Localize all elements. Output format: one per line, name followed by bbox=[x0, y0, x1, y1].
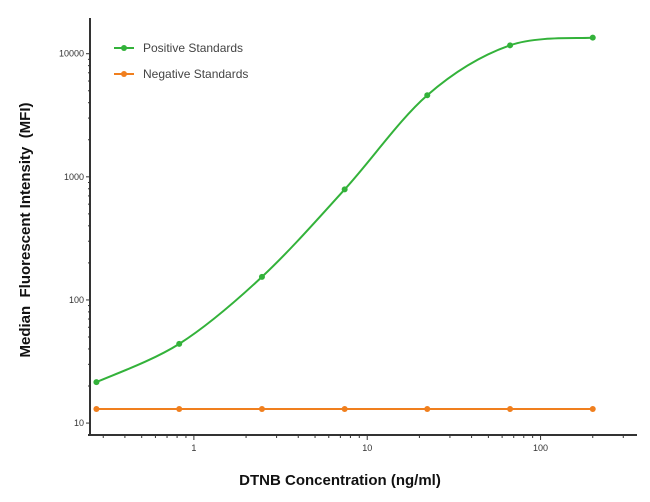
y-axis-label: Median Fluorescent Intensity (MFI) bbox=[17, 102, 34, 357]
data-point-positive bbox=[176, 340, 183, 347]
data-point-negative bbox=[424, 406, 431, 413]
y-tick-label: 1000 bbox=[64, 172, 84, 182]
series-layer bbox=[93, 34, 596, 413]
legend-dot-positive bbox=[121, 45, 127, 51]
data-point-positive bbox=[93, 379, 100, 386]
data-point-negative bbox=[93, 406, 100, 413]
legend-dot-negative bbox=[121, 71, 127, 77]
data-point-positive bbox=[341, 186, 348, 193]
y-tick-label: 100 bbox=[69, 295, 84, 305]
data-point-negative bbox=[258, 406, 265, 413]
y-tick-label: 10 bbox=[74, 418, 84, 428]
axes: 10 100 1000 10000 1 10 100 bbox=[59, 18, 637, 453]
legend-label-positive: Positive Standards bbox=[143, 41, 243, 55]
data-point-negative bbox=[589, 406, 596, 413]
x-tick-label: 1 bbox=[191, 443, 196, 453]
data-point-negative bbox=[341, 406, 348, 413]
x-tick-label: 10 bbox=[362, 443, 372, 453]
x-tick-label: 100 bbox=[533, 443, 548, 453]
series-line-positive bbox=[96, 36, 593, 384]
data-point-positive bbox=[507, 42, 514, 49]
data-point-positive bbox=[258, 273, 265, 280]
legend: Positive Standards Negative Standards bbox=[114, 41, 248, 81]
data-point-positive bbox=[589, 34, 596, 41]
x-axis-label: DTNB Concentration (ng/ml) bbox=[239, 472, 441, 489]
data-point-positive bbox=[424, 92, 431, 99]
data-point-negative bbox=[507, 406, 514, 413]
y-tick-label: 10000 bbox=[59, 49, 84, 59]
legend-label-negative: Negative Standards bbox=[143, 67, 248, 81]
data-point-negative bbox=[176, 406, 183, 413]
